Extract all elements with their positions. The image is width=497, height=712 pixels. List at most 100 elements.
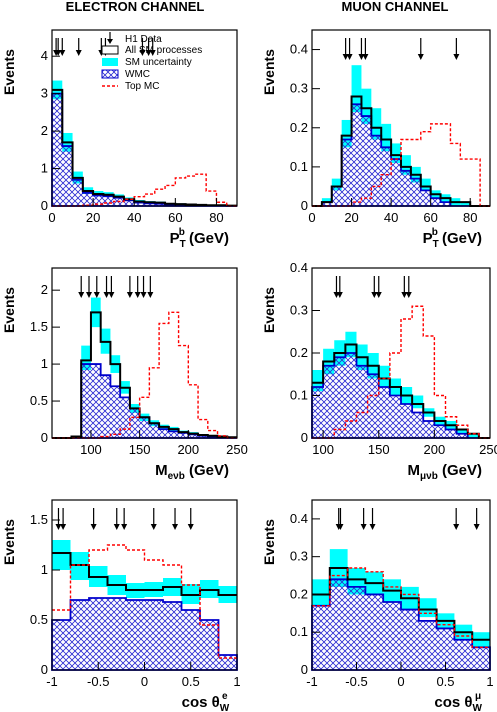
y-tick-label: 0.1 [290,624,308,639]
x-tick-label: 0.5 [436,674,454,689]
x-tick-label: 1 [233,674,240,689]
sm-total-histogram [312,343,490,439]
sm-uncertainty-band [312,370,324,392]
data-event-arrow [401,276,408,298]
data-event-arrow [453,508,460,530]
data-event-arrow [149,38,156,56]
x-tick-label: 60 [168,210,182,225]
sm-total-histogram [312,95,490,207]
y-tick-label: 4 [41,48,48,63]
x-tick-label: 80 [463,210,477,225]
x-tick-label: 200 [177,442,199,457]
x-tick-label: -1 [306,674,318,689]
wmc-histogram [52,363,237,439]
data-event-arrow [60,508,67,530]
x-axis-label: cos θWe [182,691,230,712]
data-event-arrow [473,508,480,530]
data-event-arrow [113,508,120,530]
y-tick-label: 1 [41,562,48,577]
sm-uncertainty-band [331,178,342,191]
x-tick-label: -0.5 [345,674,367,689]
y-tick-label: 0.4 [290,511,308,526]
x-tick-label: -0.5 [87,674,109,689]
data-event-arrow [139,38,146,56]
x-tick-label: 0.5 [182,674,200,689]
top-mc-histogram [312,305,490,439]
y-tick-label: 2 [41,123,48,138]
legend-label: SM uncertainty [125,57,192,68]
x-tick-label: 150 [129,442,151,457]
y-axis-label: Events [261,49,277,95]
y-tick-label: 0 [41,430,48,445]
y-axis-label: Events [1,49,17,95]
sm-uncertainty-band [418,598,437,618]
x-axis-label: Mμνb (GeV) [408,462,482,482]
data-event-arrow [360,508,367,530]
muon-channel-title: MUON CHANNEL [342,0,449,14]
x-tick-label: -1 [46,674,58,689]
y-tick-label: 0.2 [290,345,308,360]
y-tick-label: 0.1 [290,159,308,174]
y-tick-label: 3 [41,86,48,101]
sm-uncertainty-band [312,579,330,606]
y-tick-label: 0.4 [290,42,308,57]
sm-uncertainty-band [361,88,372,124]
x-axis-label: cos θWμ [434,691,482,712]
plot-frame [311,29,491,207]
data-event-arrow [93,276,100,298]
sm-uncertainty-band [81,345,91,370]
x-tick-label: 0 [397,674,404,689]
y-tick-label: 0 [301,430,308,445]
x-tick-label: 60 [423,210,437,225]
y-tick-label: 0.1 [290,388,308,403]
sm-uncertainty-band [371,108,382,140]
mu-mass-panel: 0 0.1 0.2 0.3 0.4 100 150 200 250 Events Mμνb (GeV… [261,260,497,482]
x-tick-label: 0 [308,210,315,225]
x-tick-label: 40 [384,210,398,225]
sm-uncertainty-band [467,433,479,438]
y-tick-label: 0.3 [290,303,308,318]
x-tick-label: 0 [48,210,55,225]
mu-cos-panel: 0 0.1 0.2 0.3 0.4 -1 -0.5 0 0.5 1 Events cos θWμ [261,499,494,712]
data-event-arrow [75,38,82,56]
sm-uncertainty-band [341,119,352,148]
y-tick-label: 0 [41,662,48,677]
legend-label: H1 Data [125,34,162,45]
data-event-arrow [150,508,157,530]
plot-frame [51,29,238,207]
top-mc-histogram [52,544,237,659]
sm-total-histogram [52,88,237,207]
x-tick-label: 250 [226,442,248,457]
e-cos-panel: 0 0.5 1 1.5 -1 -0.5 0 0.5 1 Events cos θWe [1,499,241,712]
wmc-histogram [51,597,238,671]
data-event-arrow [55,508,62,530]
electron-channel-title: ELECTRON CHANNEL [66,0,205,14]
data-event-arrow [59,38,66,56]
x-tick-label: 20 [344,210,358,225]
data-event-arrow [121,508,128,530]
x-axis-label: PTb (GeV) [170,227,229,250]
data-event-arrow [55,38,62,56]
x-tick-label: 200 [424,442,446,457]
sm-uncertainty-band [351,65,362,113]
data-event-arrow [78,276,85,298]
sm-uncertainty-band [401,155,411,175]
sm-uncertainty-band [52,540,71,570]
x-tick-label: 100 [312,442,334,457]
e-mass-panel: 0 0.5 1 1.5 2 100 150 200 250 Events Meνb (GeV) [1,267,248,482]
data-event-arrow [134,276,141,298]
x-tick-label: 1 [486,674,493,689]
data-event-arrow [375,276,382,298]
sm-uncertainty-band [420,178,431,191]
y-tick-label: 0.2 [290,586,308,601]
y-tick-label: 1.5 [30,319,48,334]
sm-total-histogram [52,311,237,439]
data-event-arrow [405,276,412,298]
data-event-arrow [362,38,369,60]
data-event-arrow [90,508,97,530]
x-tick-label: 40 [127,210,141,225]
y-axis-label: Events [1,519,17,565]
